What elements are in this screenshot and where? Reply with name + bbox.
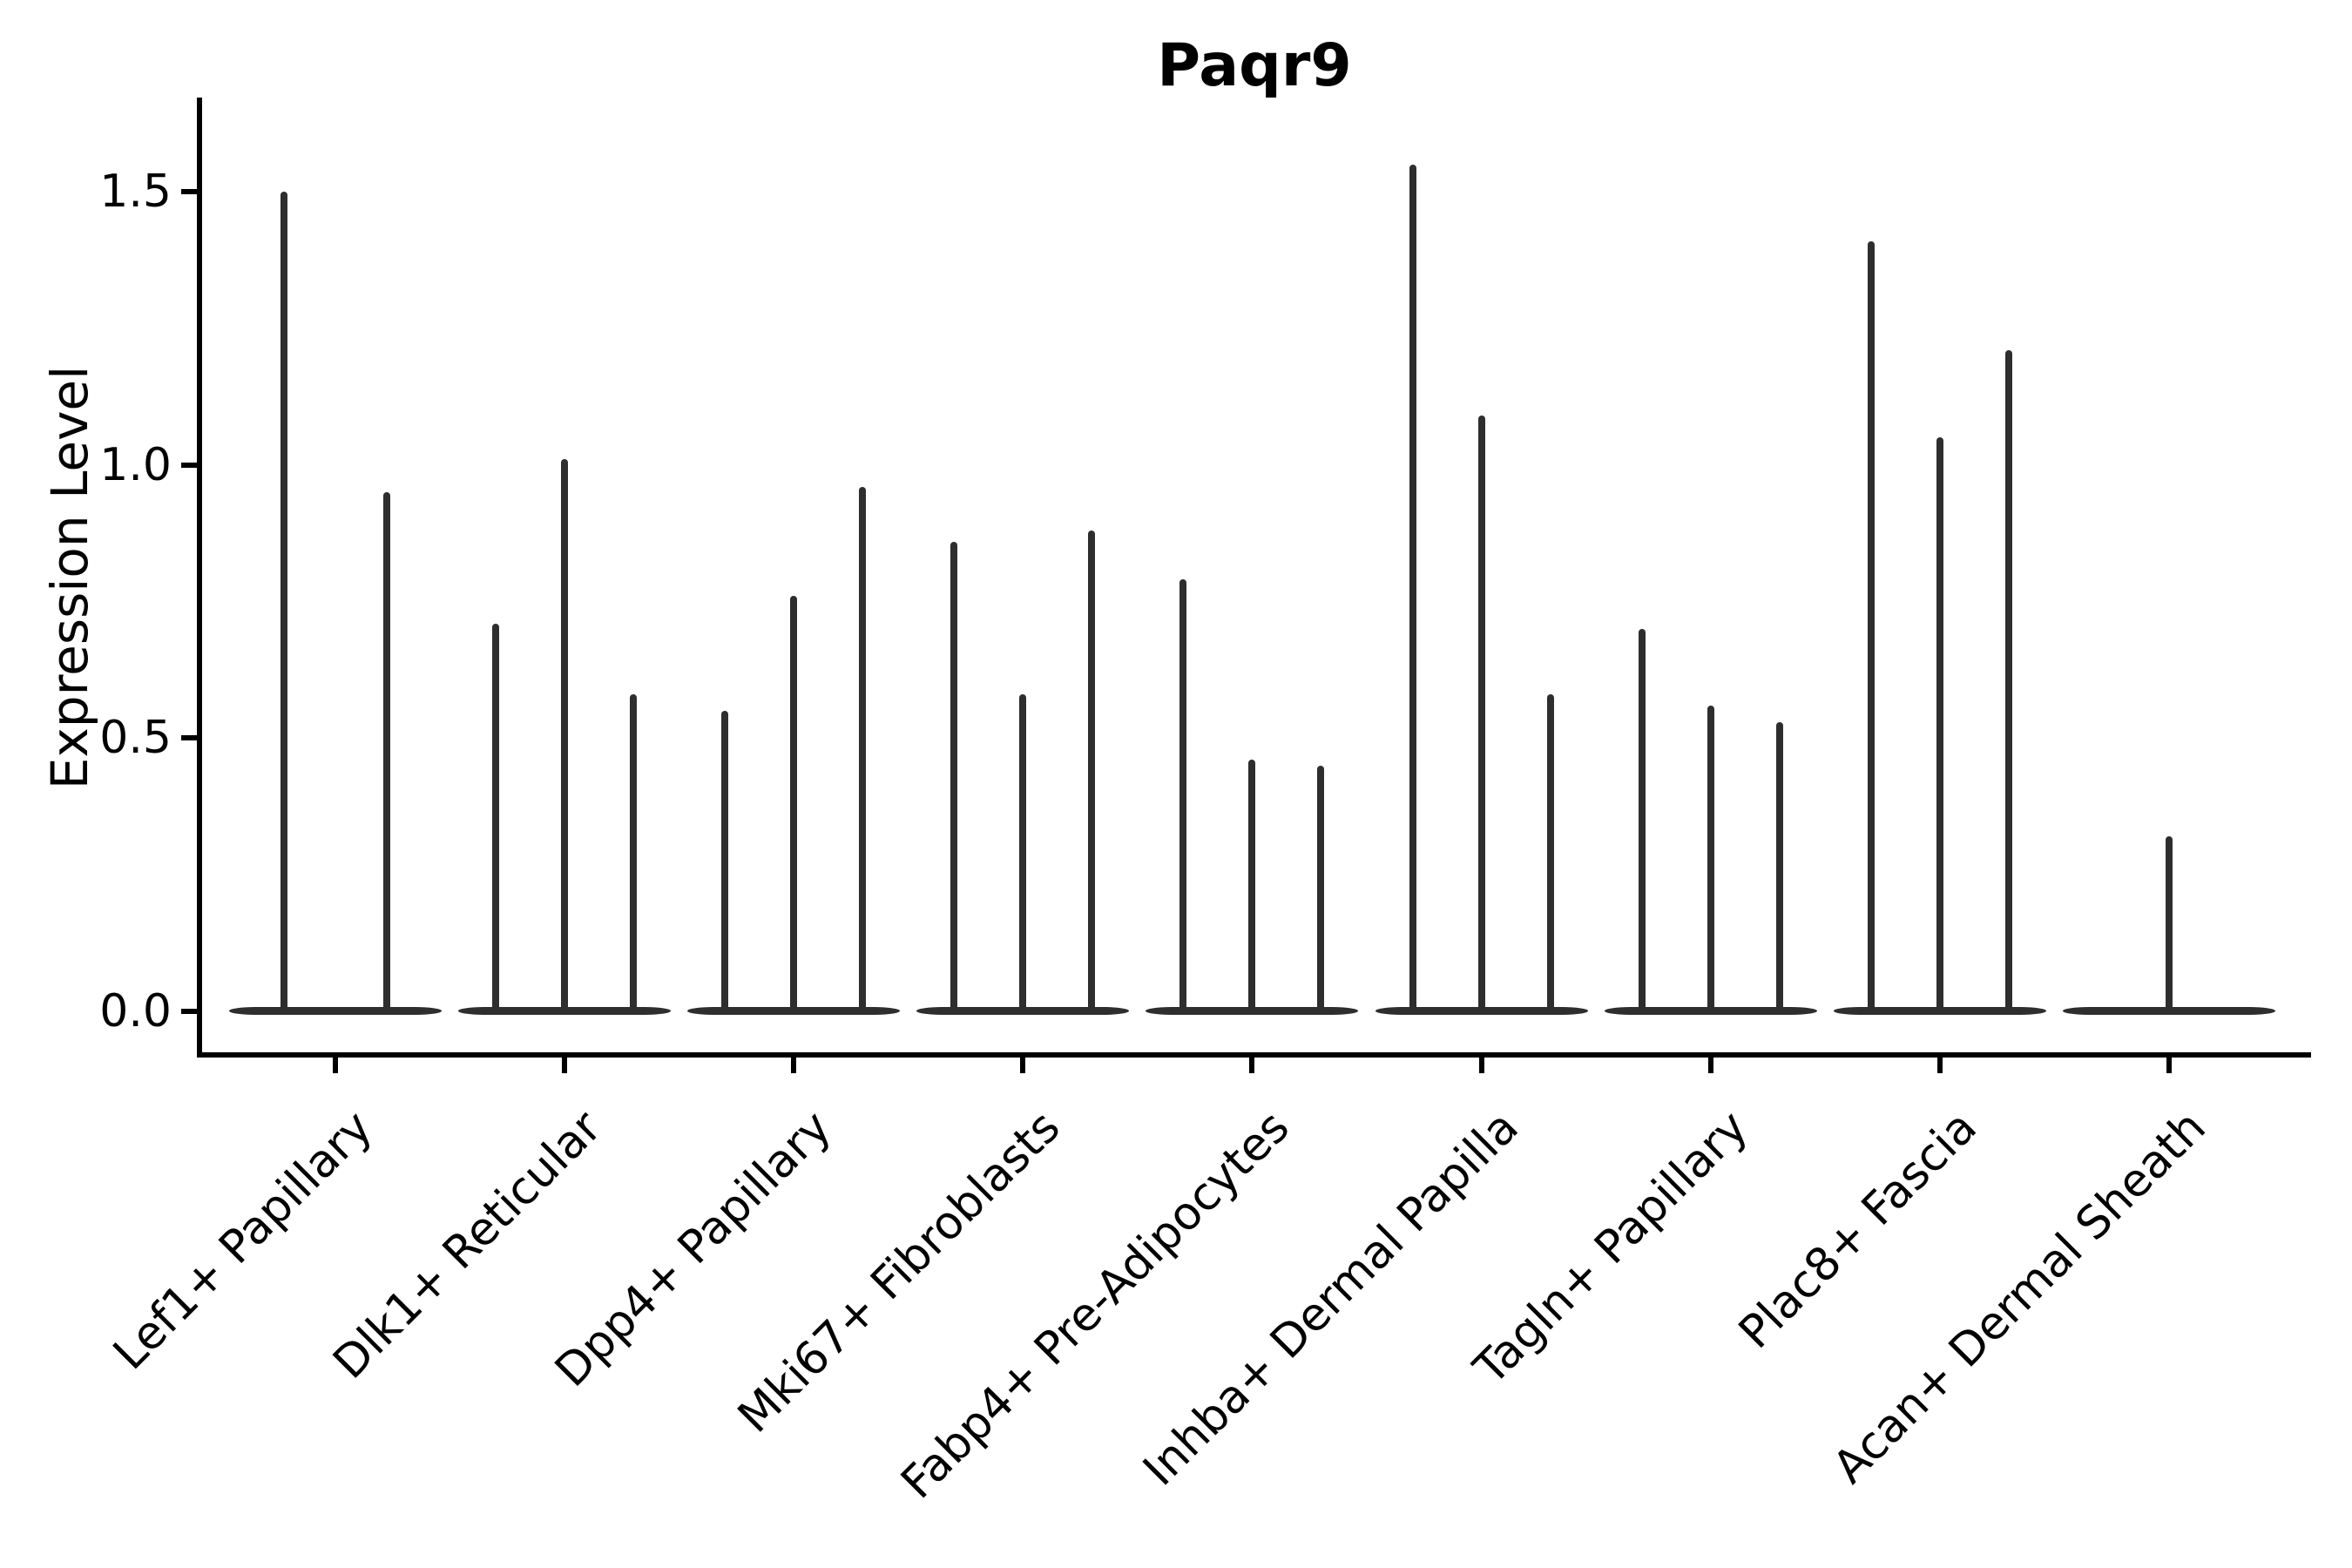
y-tick-label-0.0: 0.0 [99,985,172,1037]
y-tick-mark-0.0 [181,1009,197,1014]
x-tick-mark [1020,1056,1026,1073]
violin-spike [383,492,390,1011]
violin-spike [1317,766,1325,1011]
violin-spike [2165,836,2173,1011]
violin-spike [1409,165,1416,1011]
violin-spike [1088,531,1096,1011]
x-tick-mark [1249,1056,1255,1073]
chart-title: Paqr9 [1157,31,1352,100]
x-axis-spine [197,1052,2311,1058]
violin-spike [1936,437,1943,1011]
violin-spike [1867,241,1875,1011]
y-tick-mark-1.5 [181,189,197,195]
violin-spike [492,624,500,1011]
x-tick-label: Acan+ Dermal Sheath [1823,1101,2217,1494]
y-tick-mark-1.0 [181,462,197,468]
violin-spike [280,192,287,1011]
violin-spike [1248,760,1256,1011]
x-tick-mark [1478,1056,1484,1073]
violin-spike [790,596,798,1011]
x-tick-label: Plac8+ Fascia [1729,1101,1988,1359]
y-axis-spine [197,98,202,1058]
x-tick-mark [562,1056,568,1073]
violin-spike [1477,416,1485,1011]
violin-spike [1707,706,1714,1011]
violin-spike [1775,722,1783,1011]
violin-spike [1638,629,1646,1011]
x-tick-mark [333,1056,338,1073]
violin-baseline [229,1007,442,1015]
violin-spike [561,459,569,1011]
x-tick-mark [1936,1056,1943,1073]
violin-spike [630,694,638,1011]
violin-spike [1019,694,1027,1011]
x-tick-label: Inhba+ Dermal Papilla [1133,1101,1529,1497]
violin-spike [859,487,867,1011]
violin-spike [1179,579,1187,1011]
y-tick-label-1.0: 1.0 [99,438,172,491]
violin-spike [2004,350,2012,1011]
x-tick-mark [2166,1056,2172,1073]
violin-spike [721,711,729,1011]
y-axis-label: Expression Level [40,365,99,790]
y-tick-mark-0.5 [181,735,197,741]
violin-spike [950,542,958,1011]
y-tick-label-1.5: 1.5 [99,166,172,219]
x-tick-mark [791,1056,797,1073]
x-tick-mark [1707,1056,1713,1073]
x-tick-label: Fabp4+ Pre-Adipocytes [891,1101,1300,1510]
violin-spike [1546,694,1554,1011]
y-tick-label-0.5: 0.5 [99,712,172,765]
